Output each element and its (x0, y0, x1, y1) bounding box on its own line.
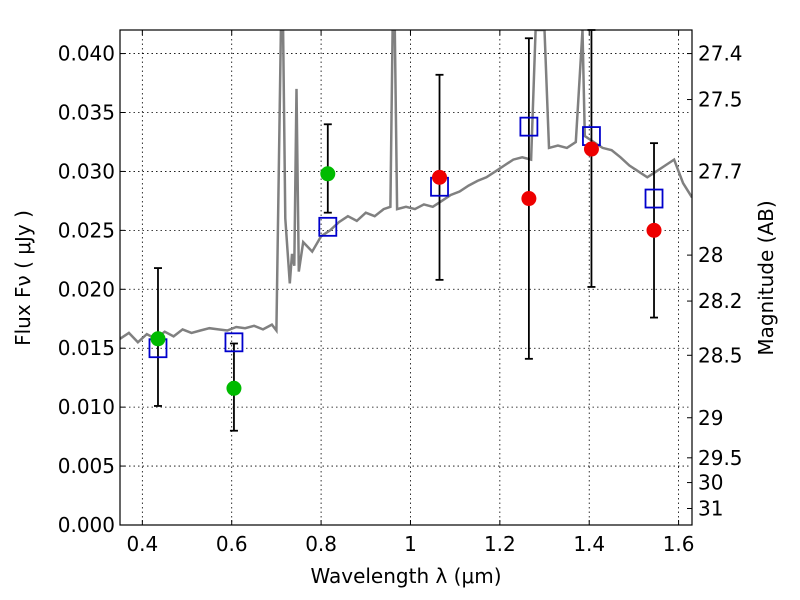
x-tick-label: 0.8 (305, 532, 337, 556)
model-photometry-square (224, 332, 244, 353)
observed-flux-point (583, 141, 599, 157)
x-tick-label: 0.4 (126, 532, 158, 556)
model-photometry-square (318, 216, 338, 237)
x-tick-label: 0.6 (216, 532, 248, 556)
y-tick-label: 0.010 (58, 395, 115, 419)
x-tick-label: 1.4 (573, 532, 605, 556)
right-tick-label: 29.5 (698, 446, 743, 470)
x-tick-label: 1.2 (484, 532, 516, 556)
observed-flux-point (320, 166, 336, 182)
right-tick-label: 29 (698, 406, 723, 430)
x-tick-label: 1.6 (663, 532, 695, 556)
observed-flux-point (646, 222, 662, 238)
observed-flux-point (521, 191, 537, 207)
y-tick-label: 0.020 (58, 277, 115, 301)
y-tick-label: 0.030 (58, 159, 115, 183)
x-tick-label: 1 (404, 532, 417, 556)
y-tick-label: 0.035 (58, 101, 115, 125)
right-tick-label: 28.5 (698, 343, 743, 367)
y-tick-label: 0.000 (58, 513, 115, 537)
right-tick-label: 27.5 (698, 88, 743, 112)
y-tick-label: 0.025 (58, 218, 115, 242)
observed-flux-point (432, 169, 448, 185)
y-tick-label: 0.015 (58, 336, 115, 360)
right-tick-label: 31 (698, 497, 723, 521)
right-tick-label: 28.2 (698, 289, 743, 313)
right-tick-label: 27.7 (698, 159, 743, 183)
x-axis-label: Wavelength λ (μm) (310, 564, 501, 588)
y-tick-label: 0.040 (58, 42, 115, 66)
right-axis-label: Magnitude (AB) (754, 200, 778, 355)
right-tick-label: 30 (698, 471, 723, 495)
y-tick-label: 0.005 (58, 454, 115, 478)
right-tick-label: 27.4 (698, 42, 743, 66)
plot-area (120, 29, 692, 432)
axis-ticks: 0.4 0.6 0.8 1 1.2 1.4 1.6 0.000 0.005 0.010 0.015 0… (58, 30, 743, 556)
grid-lines (120, 30, 692, 525)
observed-flux-point (226, 380, 242, 396)
model-photometry-square (519, 116, 539, 137)
y-axis-label: Flux Fν ( μJy ) (11, 210, 35, 346)
observed-flux-point (150, 331, 166, 347)
model-photometry-square (644, 188, 664, 209)
plot-frame (119, 29, 693, 526)
spectrum-line (120, 30, 692, 345)
right-tick-label: 28 (698, 243, 723, 267)
